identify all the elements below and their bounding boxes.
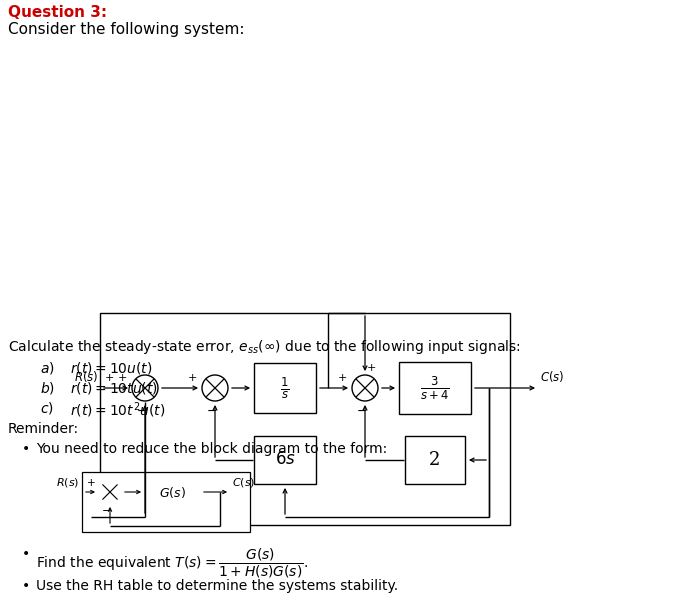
Text: $\frac{1}{s}$: $\frac{1}{s}$ [280,375,290,401]
Text: $b)$: $b)$ [40,380,55,396]
Text: $r(t) = 10tu(t)$: $r(t) = 10tu(t)$ [70,380,158,396]
Text: +: + [188,373,197,383]
Text: $R(s)$: $R(s)$ [56,476,79,489]
Text: $r(t) = 10u(t)$: $r(t) = 10u(t)$ [70,360,153,376]
Text: +: + [337,373,347,383]
Circle shape [132,375,158,401]
Text: $r(t) = 10t^2u(t)$: $r(t) = 10t^2u(t)$ [70,400,165,420]
Bar [254,436,316,484]
Text: •: • [22,579,30,593]
Text: You need to reduce the block diagram to the form:: You need to reduce the block diagram to … [36,442,387,456]
Text: •: • [22,547,30,561]
Bar [82,472,250,532]
Text: $\frac{3}{s+4}$: $\frac{3}{s+4}$ [420,375,450,402]
Text: +: + [367,363,377,373]
Text: −: − [102,506,112,516]
Text: $6s$: $6s$ [274,452,295,469]
Text: •: • [22,442,30,456]
Text: +: + [87,478,96,488]
Text: $G(s)$: $G(s)$ [159,485,186,500]
Text: Question 3:: Question 3: [8,5,107,20]
Text: Reminder:: Reminder: [8,422,79,436]
Text: +: + [105,373,114,383]
Circle shape [99,481,121,503]
Text: −: − [206,405,217,418]
Text: −: − [357,405,368,418]
Text: 2: 2 [429,451,441,469]
Circle shape [202,375,228,401]
Text: Find the equivalent $T(s) = \dfrac{G(s)}{1+H(s)G(s)}$.: Find the equivalent $T(s) = \dfrac{G(s)}… [36,547,308,581]
Bar [405,436,465,484]
Text: $R(s)$: $R(s)$ [74,369,98,384]
Text: Calculate the steady-state error, $e_{ss}(\infty)$ due to the following input si: Calculate the steady-state error, $e_{ss… [8,338,521,356]
Text: $c)$: $c)$ [40,400,54,416]
Text: $C(s)$: $C(s)$ [540,369,564,384]
Text: Consider the following system:: Consider the following system: [8,22,244,37]
Circle shape [352,375,378,401]
Text: −: − [136,405,147,418]
Bar [254,363,316,413]
Bar [100,313,510,525]
Text: +: + [118,373,127,383]
Bar [399,362,471,414]
Text: $C(s)$: $C(s)$ [232,476,256,489]
Text: $a)$: $a)$ [40,360,55,376]
Text: Use the RH table to determine the systems stability.: Use the RH table to determine the system… [36,579,398,593]
Bar [145,475,200,509]
